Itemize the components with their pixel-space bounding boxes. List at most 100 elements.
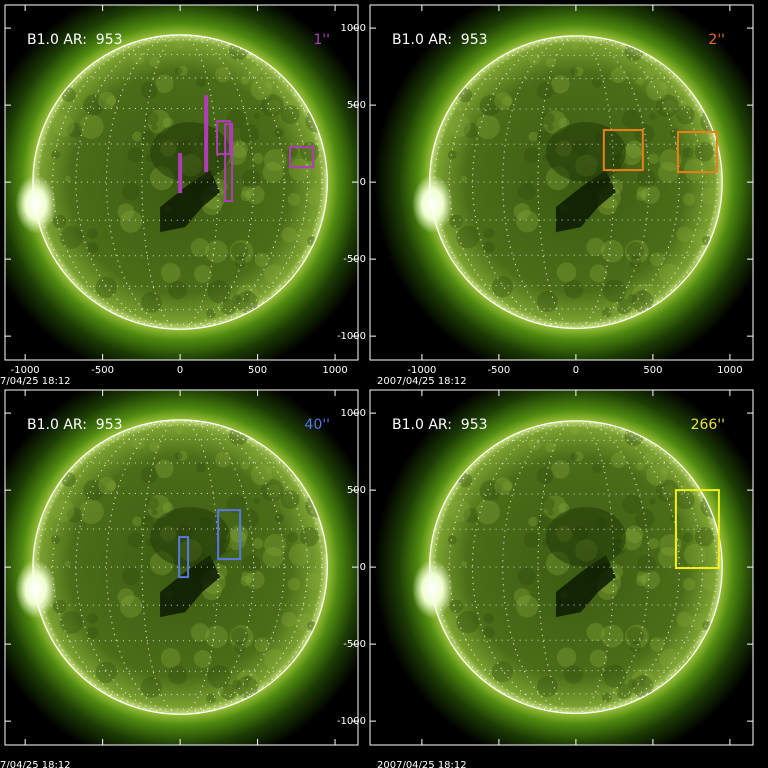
texture-blob (162, 502, 174, 514)
texture-blob (475, 499, 500, 525)
region-box (216, 120, 232, 156)
region-box (674, 489, 720, 570)
texture-blob (513, 588, 531, 605)
texture-blob (586, 237, 605, 257)
texture-blob (570, 67, 578, 76)
texture-blob (632, 668, 654, 691)
texture-blob (151, 124, 158, 131)
bright-region (15, 559, 57, 619)
dim-band (545, 507, 626, 568)
texture-blob (97, 91, 116, 110)
texture-blob (240, 461, 250, 470)
texture-blob (252, 153, 264, 164)
texture-blob (449, 599, 464, 614)
texture-blob (229, 240, 254, 265)
texture-blob (145, 111, 159, 125)
texture-blob (700, 572, 718, 590)
texture-blob (174, 67, 183, 75)
region-box (602, 129, 644, 172)
solar-image (374, 390, 753, 745)
scale-label: 2'' (708, 32, 725, 48)
texture-blob (571, 426, 580, 435)
x-tick-label: 500 (248, 365, 267, 376)
x-tick-label: -1000 (11, 365, 40, 376)
texture-blob (174, 452, 183, 460)
texture-blob (215, 452, 231, 468)
texture-blob (659, 149, 682, 172)
texture-blob (603, 664, 627, 688)
texture-blob (638, 680, 645, 688)
texture-blob (299, 527, 320, 547)
texture-blob (217, 303, 224, 310)
texture-blob (675, 490, 695, 510)
texture-blob (483, 227, 495, 239)
texture-blob (252, 538, 264, 549)
texture-blob (106, 480, 117, 491)
texture-blob (638, 295, 645, 303)
region-box (289, 146, 315, 169)
texture-blob (612, 302, 620, 309)
x-tick-label: 0 (573, 365, 579, 376)
texture-blob (240, 575, 252, 587)
texture-blob (59, 611, 83, 634)
x-tick-label: -1000 (407, 365, 436, 376)
texture-blob (625, 140, 644, 159)
texture-blob (231, 627, 249, 645)
texture-blob (682, 192, 696, 206)
y-tick-label: 1000 (341, 408, 366, 419)
texture-blob (622, 494, 642, 514)
panel: -1000 -500 0 500 1000 B1.0 AR: 953 266'' 2007/0… (337, 389, 754, 768)
texture-blob (149, 56, 160, 68)
longitude-line (537, 35, 615, 329)
texture-blob (631, 290, 654, 313)
texture-blob (449, 214, 464, 229)
texture-blob (232, 294, 242, 304)
texture-blob (627, 293, 638, 304)
texture-blob (168, 280, 188, 300)
texture-blob (536, 130, 551, 145)
texture-blob (106, 95, 117, 106)
bright-region (412, 174, 454, 234)
texture-blob (682, 577, 696, 591)
texture-blob (140, 676, 162, 698)
texture-blob (59, 226, 83, 249)
texture-blob (226, 494, 247, 514)
longitude-line (37, 419, 323, 715)
texture-blob (491, 661, 514, 683)
texture-blob (600, 239, 624, 263)
texture-blob (631, 675, 654, 698)
texture-blob (551, 75, 570, 94)
disk (429, 420, 723, 714)
texture-blob (286, 97, 300, 111)
texture-blob (232, 679, 242, 689)
texture-blob (235, 291, 259, 314)
texture-blob (649, 252, 665, 267)
texture-blob (131, 51, 145, 65)
texture-blob (589, 649, 608, 668)
texture-blob (250, 463, 273, 486)
texture-blob (456, 610, 480, 634)
texture-blob (564, 665, 584, 684)
texture-blob (206, 308, 216, 319)
panel-title: B1.0 AR: 953 (27, 417, 123, 433)
texture-blob (117, 588, 135, 606)
texture-blob (700, 187, 718, 205)
texture-blob (516, 210, 539, 233)
scale-label: 1'' (313, 32, 330, 48)
texture-blob (571, 41, 580, 50)
region-box (178, 153, 183, 194)
texture-blob (295, 613, 314, 632)
texture-blob (634, 124, 655, 144)
texture-blob (523, 147, 540, 163)
texture-blob (556, 647, 577, 668)
texture-blob (220, 299, 237, 315)
texture-blob (162, 117, 174, 129)
texture-blob (621, 144, 643, 166)
texture-blob (610, 67, 627, 84)
texture-blob (543, 495, 567, 519)
texture-blob (235, 676, 259, 699)
texture-blob (523, 532, 540, 548)
texture-blob (528, 437, 541, 451)
texture-blob (483, 626, 495, 639)
texture-blob (657, 547, 679, 568)
